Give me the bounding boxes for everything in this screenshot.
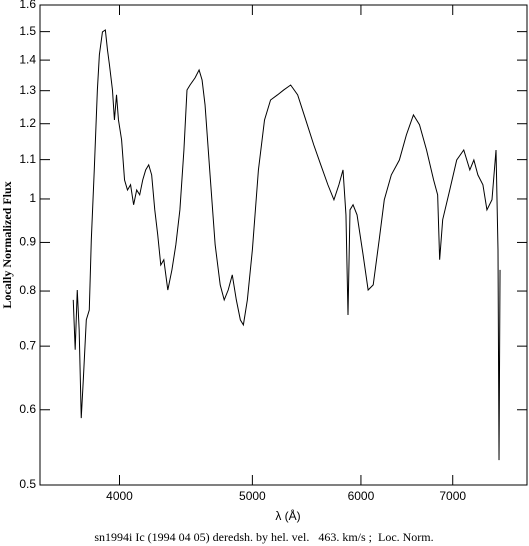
y-tick-label: 1.3 — [19, 83, 36, 97]
y-tick-label: 1.5 — [19, 24, 36, 38]
x-tick-label: 7000 — [439, 489, 466, 503]
y-axis-label: Locally Normalized Flux — [0, 181, 14, 308]
y-tick-label: 1.6 — [19, 0, 36, 11]
y-tick-label: 1.2 — [19, 116, 36, 130]
y-tick-label: 0.5 — [19, 477, 36, 491]
plot-frame — [39, 4, 528, 486]
spectrum-line — [72, 29, 501, 461]
caption: sn1994i Ic (1994 04 05) deredsh. by hel.… — [94, 530, 433, 544]
y-tick-label: 0.8 — [19, 283, 36, 297]
x-tick-label: 5000 — [239, 489, 266, 503]
y-tick-label: 1 — [29, 191, 36, 205]
x-axis-label: λ (Å) — [275, 508, 300, 523]
x-tick-label: 6000 — [348, 489, 375, 503]
x-tick-label: 4000 — [106, 489, 133, 503]
y-tick-label: 1.1 — [19, 152, 36, 166]
y-tick-label: 1.4 — [19, 52, 36, 66]
y-tick-label: 0.9 — [19, 235, 36, 249]
y-tick-label: 0.7 — [19, 338, 36, 352]
y-tick-label: 0.6 — [19, 402, 36, 416]
